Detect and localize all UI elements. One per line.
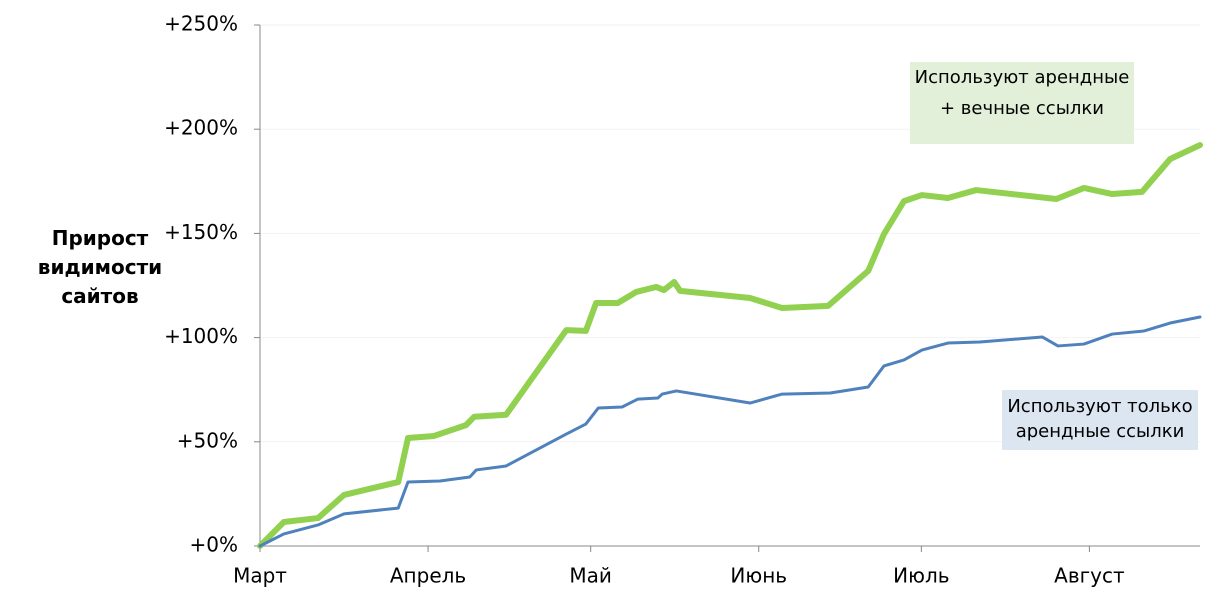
y-axis-label: Прирост видимости сайтов — [37, 226, 163, 308]
x-tick-label: Апрель — [390, 564, 466, 588]
y-tick-label: +0% — [190, 533, 239, 557]
y-tick-label: +100% — [164, 324, 238, 348]
x-tick-label: Июнь — [730, 564, 787, 588]
legend-label: Используют только арендные ссылки — [1002, 390, 1198, 450]
y-tick-label: +150% — [164, 220, 238, 244]
legend-label: Используют арендные + вечные ссылки — [910, 62, 1134, 144]
x-tick-label: Май — [569, 564, 612, 588]
y-tick-label: +250% — [164, 12, 238, 36]
y-tick-label: +200% — [164, 116, 238, 140]
series-line — [258, 315, 1202, 548]
series-line — [257, 142, 1203, 549]
x-tick-label: Август — [1054, 564, 1125, 588]
y-tick-label: +50% — [177, 428, 238, 452]
x-tick-label: Март — [233, 564, 287, 588]
x-tick-label: Июль — [893, 564, 949, 588]
